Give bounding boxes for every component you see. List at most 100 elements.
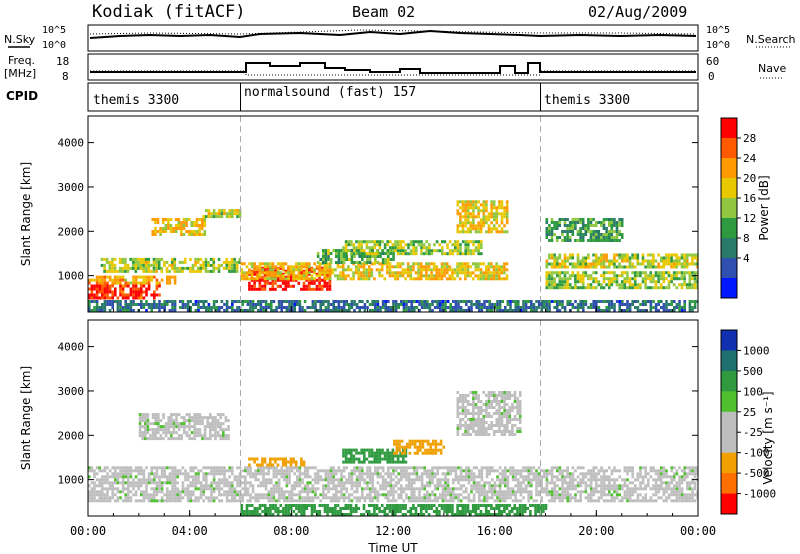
data-cell <box>250 274 254 278</box>
data-cell <box>405 475 408 479</box>
data-cell <box>678 309 681 312</box>
data-cell <box>693 286 697 290</box>
data-cell <box>139 260 143 264</box>
data-cell <box>140 499 143 503</box>
data-cell <box>589 230 593 233</box>
data-cell <box>426 306 429 309</box>
data-cell <box>480 487 484 491</box>
data-cell <box>350 472 354 476</box>
data-cell <box>672 262 676 266</box>
data-cell <box>163 303 166 306</box>
data-cell <box>558 253 562 257</box>
data-cell <box>527 300 530 303</box>
data-cell <box>93 300 96 303</box>
data-cell <box>597 239 601 242</box>
data-cell <box>153 490 156 494</box>
data-cell <box>587 256 590 260</box>
data-cell <box>646 286 650 290</box>
data-cell <box>589 499 593 503</box>
colorbar-tick-label: 12 <box>743 212 756 225</box>
data-cell <box>423 472 426 476</box>
data-cell <box>506 484 510 488</box>
data-cell <box>400 475 403 479</box>
data-cell <box>353 469 356 473</box>
data-cell <box>275 306 278 309</box>
data-cell <box>569 484 572 488</box>
data-cell <box>488 484 491 488</box>
data-cell <box>688 466 692 470</box>
data-cell <box>397 487 400 491</box>
data-cell <box>251 306 255 309</box>
data-cell <box>389 478 393 482</box>
data-cell <box>556 303 559 306</box>
data-cell <box>271 284 275 288</box>
data-cell <box>482 218 486 222</box>
data-cell <box>660 478 663 482</box>
data-cell <box>404 268 407 272</box>
data-cell <box>207 306 211 309</box>
data-cell <box>555 239 559 242</box>
data-cell <box>305 284 308 288</box>
data-cell <box>490 215 493 219</box>
data-cell <box>90 300 94 303</box>
data-cell <box>98 275 101 279</box>
data-cell <box>649 496 653 500</box>
data-cell <box>607 262 611 266</box>
data-cell <box>163 472 166 476</box>
data-cell <box>458 265 462 269</box>
data-cell <box>218 493 221 497</box>
data-cell <box>610 283 614 287</box>
data-cell <box>433 499 437 503</box>
data-cell <box>431 309 434 312</box>
data-cell <box>500 230 504 234</box>
data-cell <box>361 478 364 482</box>
data-cell <box>602 493 606 497</box>
data-cell <box>127 293 130 297</box>
data-cell <box>302 265 306 269</box>
data-cell <box>602 309 606 312</box>
data-cell <box>258 278 262 282</box>
data-cell <box>428 472 432 476</box>
data-cell <box>212 212 216 216</box>
data-cell <box>654 274 658 278</box>
data-cell <box>491 493 494 497</box>
data-cell <box>318 284 321 288</box>
data-cell <box>355 261 359 264</box>
data-cell <box>657 469 660 473</box>
data-cell <box>101 275 104 279</box>
data-cell <box>241 469 244 473</box>
data-cell <box>106 478 109 482</box>
data-cell <box>386 271 389 275</box>
data-cell <box>367 268 371 272</box>
data-cell <box>342 246 345 250</box>
data-cell <box>498 303 502 306</box>
data-cell <box>605 478 608 482</box>
data-cell <box>137 481 140 485</box>
data-cell <box>405 306 408 309</box>
data-cell <box>121 257 125 261</box>
data-cell <box>251 490 255 494</box>
data-cell <box>210 484 213 488</box>
data-cell <box>569 300 572 303</box>
data-cell <box>387 261 390 264</box>
data-cell <box>517 472 520 476</box>
data-cell <box>261 275 264 279</box>
data-cell <box>263 287 267 291</box>
data-cell <box>368 481 372 485</box>
data-cell <box>618 493 621 497</box>
data-cell <box>231 300 234 303</box>
data-cell <box>308 271 311 275</box>
data-cell <box>397 306 400 309</box>
data-cell <box>574 469 577 473</box>
data-cell <box>407 466 411 470</box>
data-cell <box>244 300 247 303</box>
data-cell <box>316 475 320 479</box>
data-cell <box>146 428 150 432</box>
data-cell <box>497 265 501 269</box>
data-cell <box>509 487 512 491</box>
data-cell <box>472 252 475 256</box>
data-cell <box>680 496 684 500</box>
data-cell <box>152 257 156 261</box>
data-cell <box>626 303 629 306</box>
